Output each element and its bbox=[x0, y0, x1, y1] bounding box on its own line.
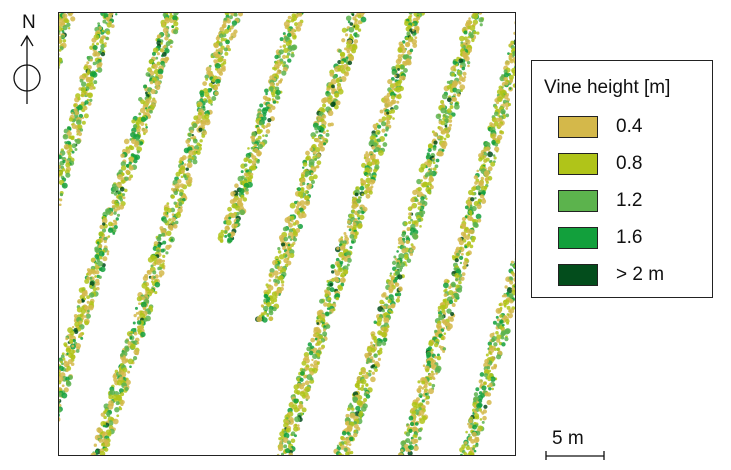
legend-label: 0.8 bbox=[616, 153, 643, 174]
vine-rows-canvas bbox=[59, 13, 515, 455]
north-arrow: N bbox=[6, 8, 50, 108]
vine-row bbox=[59, 13, 118, 207]
vine-row bbox=[459, 244, 515, 455]
legend-swatch bbox=[558, 116, 598, 138]
vine-row bbox=[90, 13, 243, 455]
vine-row bbox=[217, 13, 304, 244]
legend: Vine height [m] 0.4 0.8 1.2 1.6 > 2 m bbox=[531, 60, 713, 298]
legend-swatch bbox=[558, 264, 598, 286]
legend-label: > 2 m bbox=[616, 264, 665, 285]
legend-label: 1.6 bbox=[616, 227, 643, 248]
vine-row bbox=[59, 13, 179, 422]
scale-label: 5 m bbox=[552, 428, 584, 449]
legend-label: 1.2 bbox=[616, 190, 643, 211]
legend-title: Vine height [m] bbox=[544, 77, 671, 98]
legend-label: 0.4 bbox=[616, 116, 643, 137]
vine-height-map bbox=[58, 12, 516, 456]
vine-row bbox=[333, 13, 485, 455]
legend-swatch bbox=[558, 153, 598, 175]
vine-rows bbox=[59, 13, 515, 455]
legend-swatch bbox=[558, 190, 598, 212]
vine-row bbox=[255, 13, 367, 323]
vine-row bbox=[397, 20, 515, 455]
scale-bar: 5 m bbox=[540, 428, 610, 464]
legend-swatch bbox=[558, 227, 598, 249]
north-label: N bbox=[22, 12, 36, 33]
vine-row bbox=[59, 13, 76, 70]
scale-bar-line bbox=[545, 451, 605, 460]
north-arrow-icon bbox=[13, 34, 41, 104]
vine-row bbox=[276, 13, 425, 455]
